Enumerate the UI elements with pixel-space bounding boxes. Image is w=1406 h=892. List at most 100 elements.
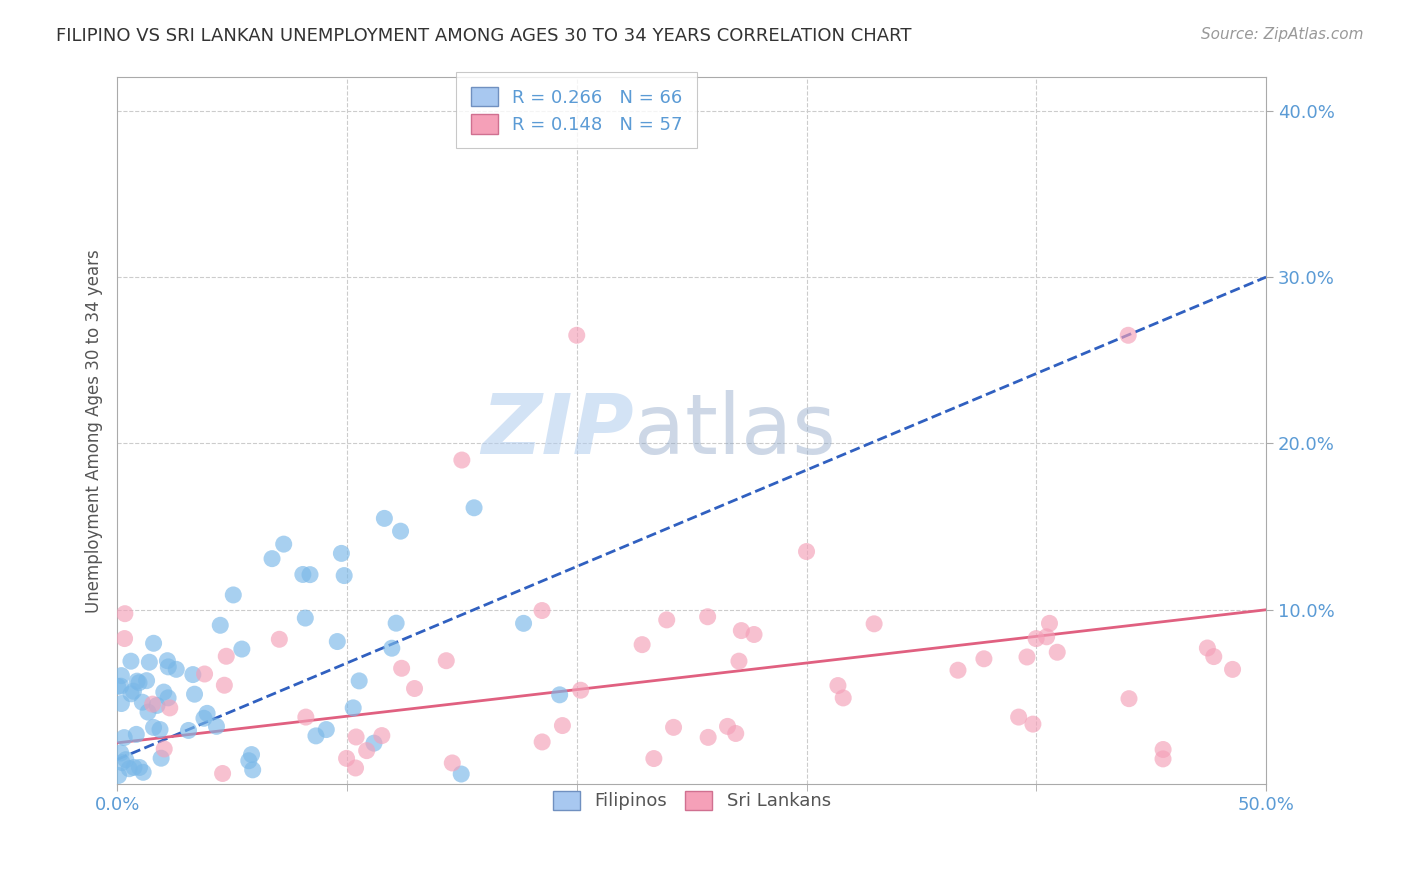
Point [1038, 616, 1060, 631]
Point [209, 618, 232, 632]
Point [110, 679, 132, 693]
Point [1152, 742, 1174, 756]
Point [728, 654, 751, 668]
Point [391, 661, 413, 675]
Point [796, 544, 818, 558]
Point [742, 627, 765, 641]
Point [697, 731, 720, 745]
Point [373, 511, 395, 525]
Point [128, 675, 150, 690]
Point [194, 667, 217, 681]
Point [131, 695, 153, 709]
Point [342, 701, 364, 715]
Point [142, 721, 165, 735]
Point [152, 685, 174, 699]
Point [118, 762, 141, 776]
Point [385, 616, 408, 631]
Point [1035, 630, 1057, 644]
Point [724, 726, 747, 740]
Point [150, 751, 173, 765]
Y-axis label: Unemployment Among Ages 30 to 34 years: Unemployment Among Ages 30 to 34 years [86, 249, 103, 613]
Point [214, 678, 236, 692]
Point [1015, 650, 1038, 665]
Point [112, 731, 135, 745]
Point [1202, 649, 1225, 664]
Point [531, 603, 554, 617]
Point [135, 673, 157, 688]
Point [333, 568, 356, 582]
Point [110, 697, 132, 711]
Point [146, 698, 169, 713]
Point [344, 730, 367, 744]
Point [662, 720, 685, 734]
Point [827, 679, 849, 693]
Point [295, 710, 318, 724]
Point [363, 736, 385, 750]
Point [389, 524, 412, 538]
Point [193, 711, 215, 725]
Text: Source: ZipAtlas.com: Source: ZipAtlas.com [1201, 27, 1364, 42]
Point [973, 652, 995, 666]
Point [1118, 691, 1140, 706]
Point [120, 687, 142, 701]
Point [356, 744, 378, 758]
Point [114, 632, 136, 646]
Point [114, 607, 136, 621]
Point [1116, 328, 1139, 343]
Point [298, 567, 321, 582]
Point [730, 624, 752, 638]
Point [344, 761, 367, 775]
Point [1022, 717, 1045, 731]
Point [120, 654, 142, 668]
Point [177, 723, 200, 738]
Point [159, 701, 181, 715]
Point [122, 684, 145, 698]
Point [156, 654, 179, 668]
Text: atlas: atlas [634, 391, 837, 472]
Point [242, 763, 264, 777]
Point [716, 719, 738, 733]
Point [260, 551, 283, 566]
Point [138, 655, 160, 669]
Point [315, 723, 337, 737]
Point [269, 632, 291, 647]
Point [136, 705, 159, 719]
Point [183, 687, 205, 701]
Point [551, 718, 574, 732]
Point [631, 638, 654, 652]
Point [127, 674, 149, 689]
Point [157, 690, 180, 705]
Legend: Filipinos, Sri Lankans: Filipinos, Sri Lankans [538, 776, 845, 825]
Point [655, 613, 678, 627]
Point [305, 729, 328, 743]
Point [149, 723, 172, 737]
Point [326, 634, 349, 648]
Point [569, 683, 592, 698]
Point [110, 746, 132, 760]
Point [231, 642, 253, 657]
Point [291, 567, 314, 582]
Point [238, 754, 260, 768]
Point [165, 662, 187, 676]
Point [114, 753, 136, 767]
Point [125, 727, 148, 741]
Point [111, 756, 134, 770]
Point [107, 679, 129, 693]
Point [335, 751, 357, 765]
Point [347, 673, 370, 688]
Point [128, 760, 150, 774]
Point [946, 663, 969, 677]
Point [696, 609, 718, 624]
Point [1222, 662, 1244, 676]
Point [832, 690, 855, 705]
Point [215, 649, 238, 664]
Point [512, 616, 534, 631]
Point [107, 768, 129, 782]
Point [222, 588, 245, 602]
Point [153, 742, 176, 756]
Point [548, 688, 571, 702]
Text: ZIP: ZIP [482, 391, 634, 472]
Point [122, 760, 145, 774]
Point [371, 729, 394, 743]
Point [463, 500, 485, 515]
